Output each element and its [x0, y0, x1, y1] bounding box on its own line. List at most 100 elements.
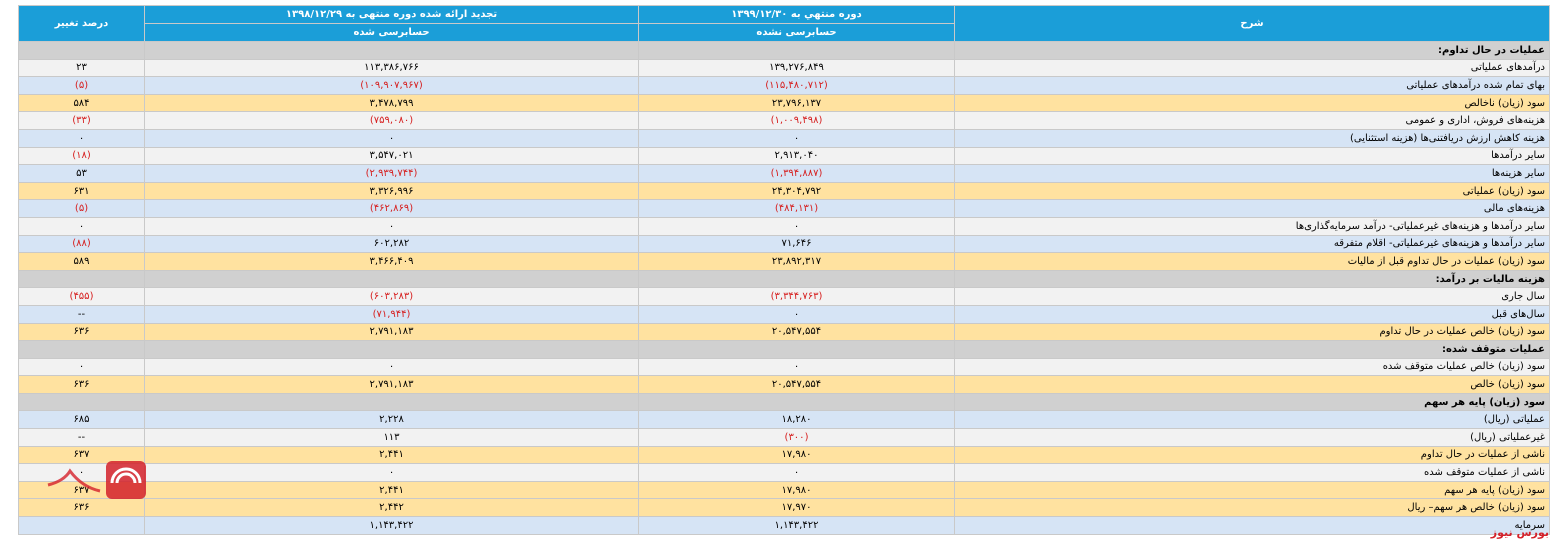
row-current-value: (۳,۳۴۴,۷۶۳)	[638, 287, 955, 306]
row-percent-change: (۵)	[18, 199, 145, 218]
row-percent-change	[18, 41, 145, 60]
table-row: ناشی از عملیات در حال تداوم ۱۷,۹۸۰ ۲,۴۴۱ ۶۳…	[18, 445, 1550, 465]
row-description: سایر درآمدها و هزینه‌های غیرعملیاتی- اقل…	[954, 234, 1550, 254]
row-previous-value	[144, 340, 639, 359]
table-row: سود (زیان) خالص ۲۰,۵۴۷,۵۵۴ ۲,۷۹۱,۱۸۳ ۶۳۶	[18, 375, 1550, 394]
row-current-value: ۰	[638, 357, 955, 377]
row-previous-value: (۱۰۹,۹۰۷,۹۶۷)	[144, 76, 639, 95]
row-previous-value: ۲,۴۴۲	[144, 498, 639, 518]
row-description: سود (زیان) پایه هر سهم	[954, 480, 1550, 500]
row-previous-value: (۴۶۲,۸۶۹)	[144, 199, 639, 218]
row-previous-value: (۶۰۳,۲۸۳)	[144, 287, 639, 306]
row-current-value: ۲۴,۳۰۴,۷۹۲	[638, 181, 955, 201]
row-percent-change	[18, 269, 145, 289]
row-previous-value: ۶۰۲,۲۸۲	[144, 234, 639, 254]
row-previous-value: ۰	[144, 216, 639, 236]
row-previous-value: ۲,۴۴۱	[144, 480, 639, 500]
row-current-value: ۰	[638, 128, 955, 148]
table-row: هزینه کاهش ارزش دریافتنی‌ها (هزینه استثن…	[18, 128, 1550, 148]
bourse-news-logo	[47, 461, 146, 499]
row-description: سود (زیان) خالص عملیات در حال تداوم	[954, 322, 1550, 342]
row-description: غیرعملیاتی (ریال)	[954, 428, 1550, 447]
row-previous-value: (۷۱,۹۴۴)	[144, 304, 639, 324]
row-current-value: ۰	[638, 463, 955, 482]
header-previous-period: تجدید ارائه شده دوره منتهی به ۱۳۹۸/۱۲/۲۹	[144, 5, 639, 24]
row-percent-change: (۸۸)	[18, 234, 145, 254]
row-previous-value	[144, 41, 639, 60]
row-current-value: ۲۰,۵۴۷,۵۵۴	[638, 375, 955, 394]
row-current-value: ۱۷,۹۸۰	[638, 445, 955, 465]
row-description: سال جاری	[954, 287, 1550, 306]
row-percent-change: ۵۳	[18, 164, 145, 183]
row-previous-value: ۰	[144, 128, 639, 148]
row-previous-value: ۳,۳۲۶,۹۹۶	[144, 181, 639, 201]
table-row: غیرعملیاتی (ریال) (۳۰۰) ۱۱۳ --	[18, 428, 1550, 447]
row-percent-change	[18, 340, 145, 359]
row-current-value: ۰	[638, 216, 955, 236]
row-previous-value: ۱۱۳	[144, 428, 639, 447]
row-current-value: ۱۳۹,۲۷۶,۸۴۹	[638, 58, 955, 78]
row-description: هزینه‌های فروش، اداری و عمومی	[954, 111, 1550, 130]
row-percent-change: ۲۳	[18, 58, 145, 78]
row-previous-value: ۳,۴۶۶,۴۰۹	[144, 252, 639, 271]
table-row: سرمایه ۱,۱۴۳,۴۲۲ ۱,۱۴۳,۴۲۲	[18, 516, 1550, 535]
row-percent-change: (۱۸)	[18, 146, 145, 166]
table-row: سایر درآمدها و هزینه‌های غیرعملیاتی- اقل…	[18, 234, 1550, 254]
section-row: هزینه مالیات بر درآمد:	[18, 269, 1550, 289]
table-row: هزینه‌های مالی (۴۸۴,۱۳۱) (۴۶۲,۸۶۹) (۵)	[18, 199, 1550, 218]
row-percent-change: ۶۳۱	[18, 181, 145, 201]
row-percent-change: ۵۸۹	[18, 252, 145, 271]
row-current-value: ۲۰,۵۴۷,۵۵۴	[638, 322, 955, 342]
row-description: سایر درآمدها و هزینه‌های غیرعملیاتی- درآ…	[954, 216, 1550, 236]
row-description: سود (زیان) عملیات در حال تداوم قبل از ما…	[954, 252, 1550, 271]
row-description: ناشی از عملیات در حال تداوم	[954, 445, 1550, 465]
row-description: عملیات در حال تداوم:	[954, 41, 1550, 60]
table-header: شرح دوره منتهي به ۱۳۹۹/۱۲/۳۰ تجدید ارائه…	[18, 5, 1550, 42]
table-row: سود (زیان) پایه هر سهم ۱۷,۹۸۰ ۲,۴۴۱ ۶۳۷	[18, 480, 1550, 500]
header-previous-audit-status: حسابرسی شده	[144, 23, 639, 42]
row-current-value: (۴۸۴,۱۳۱)	[638, 199, 955, 218]
table-row: سود (زیان) ناخالص ۲۳,۷۹۶,۱۳۷ ۳,۴۷۸,۷۹۹ ۵۸۴	[18, 93, 1550, 113]
row-description: سود (زیان) خالص	[954, 375, 1550, 394]
row-percent-change: ۶۳۶	[18, 375, 145, 394]
row-current-value: ۷۱,۶۴۶	[638, 234, 955, 254]
table-row: ناشی از عملیات متوقف شده ۰ ۰ ۰	[18, 463, 1550, 482]
row-current-value: (۱۱۵,۴۸۰,۷۱۲)	[638, 76, 955, 95]
row-previous-value: ۱,۱۴۳,۴۲۲	[144, 516, 639, 535]
table-row: عملیاتی (ریال) ۱۸,۲۸۰ ۲,۲۲۸ ۶۸۵	[18, 410, 1550, 430]
table-row: هزینه‌های فروش، اداری و عمومی (۱,۰۰۹,۴۹۸)…	[18, 111, 1550, 130]
row-previous-value: ۱۱۳,۳۸۶,۷۶۶	[144, 58, 639, 78]
row-previous-value: ۳,۴۷۸,۷۹۹	[144, 93, 639, 113]
row-description: سود (زیان) عملیاتی	[954, 181, 1550, 201]
header-description: شرح	[954, 5, 1550, 42]
row-description: سود (زیان) خالص عملیات متوقف شده	[954, 357, 1550, 377]
row-description: سایر هزینه‌ها	[954, 164, 1550, 183]
row-percent-change	[18, 392, 145, 412]
row-description: بهای تمام شده درآمدهای عملیاتی	[954, 76, 1550, 95]
source-credit: بورس نیوز	[1490, 526, 1549, 539]
row-current-value: ۲,۹۱۳,۰۴۰	[638, 146, 955, 166]
row-description: درآمدهای عملیاتی	[954, 58, 1550, 78]
header-current-period: دوره منتهي به ۱۳۹۹/۱۲/۳۰	[638, 5, 955, 24]
row-percent-change: ۰	[18, 357, 145, 377]
row-description: سایر درآمدها	[954, 146, 1550, 166]
row-percent-change: (۵)	[18, 76, 145, 95]
table-body: عملیات در حال تداوم: درآمدهای عملیاتی ۱۳۹,…	[18, 41, 1550, 535]
row-current-value: ۱۸,۲۸۰	[638, 410, 955, 430]
row-previous-value: ۲,۷۹۱,۱۸۳	[144, 322, 639, 342]
header-current-audit-status: حسابرسی نشده	[638, 23, 955, 42]
row-description: سود (زیان) ناخالص	[954, 93, 1550, 113]
row-description: سال‌های قبل	[954, 304, 1550, 324]
income-statement-table: شرح دوره منتهي به ۱۳۹۹/۱۲/۳۰ تجدید ارائه…	[18, 5, 1550, 535]
row-current-value	[638, 269, 955, 289]
table-row: سود (زیان) خالص عملیات متوقف شده ۰ ۰ ۰	[18, 357, 1550, 377]
row-current-value: (۳۰۰)	[638, 428, 955, 447]
row-current-value: (۱,۳۹۴,۸۸۷)	[638, 164, 955, 183]
row-current-value	[638, 41, 955, 60]
row-description: سود (زیان) خالص هر سهم– ریال	[954, 498, 1550, 518]
row-previous-value	[144, 392, 639, 412]
row-percent-change	[18, 516, 145, 535]
row-percent-change: ۶۳۶	[18, 322, 145, 342]
row-percent-change: ۶۸۵	[18, 410, 145, 430]
row-previous-value: (۷۵۹,۰۸۰)	[144, 111, 639, 130]
